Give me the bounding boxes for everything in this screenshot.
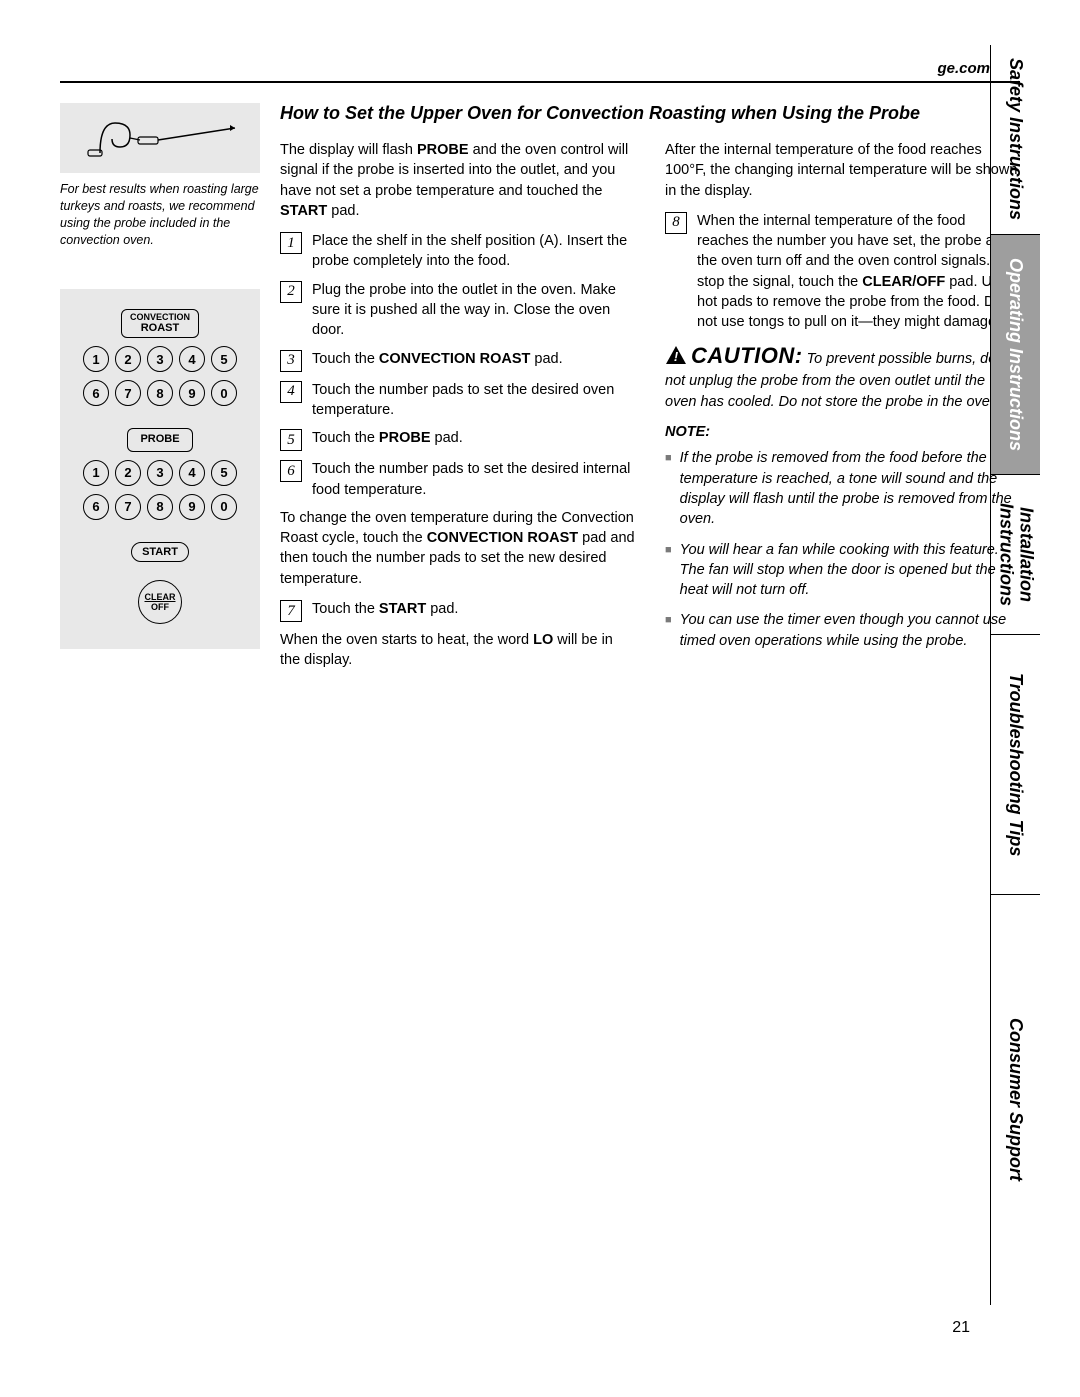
num-6: 6 xyxy=(83,380,109,406)
num-1: 1 xyxy=(83,346,109,372)
number-row: 6 7 8 9 0 xyxy=(83,380,237,406)
note-item: If the probe is removed from the food be… xyxy=(680,448,1020,529)
num-0: 0 xyxy=(211,380,237,406)
step-text: Touch the PROBE pad. xyxy=(312,428,635,448)
side-tabs: Safety Instructions Operating Instructio… xyxy=(990,45,1040,1305)
step-number: 1 xyxy=(280,232,302,254)
num-9: 9 xyxy=(179,380,205,406)
keypad-diagram: CONVECTION ROAST 1 2 3 4 5 6 7 8 9 0 xyxy=(60,289,260,650)
num-7: 7 xyxy=(115,380,141,406)
tab-safety[interactable]: Safety Instructions xyxy=(991,45,1040,235)
after-step7: When the oven starts to heat, the word L… xyxy=(280,630,635,671)
step-number: 6 xyxy=(280,460,302,482)
num-1: 1 xyxy=(83,460,109,486)
mid-paragraph: To change the oven temperature during th… xyxy=(280,508,635,589)
num-6: 6 xyxy=(83,494,109,520)
num-0: 0 xyxy=(211,494,237,520)
note-item: You will hear a fan while cooking with t… xyxy=(680,540,1020,601)
column-left: The display will flash PROBE and the ove… xyxy=(280,140,635,681)
tab-operating[interactable]: Operating Instructions xyxy=(991,235,1040,475)
step-text: When the internal temperature of the foo… xyxy=(697,211,1020,333)
num-5: 5 xyxy=(211,460,237,486)
svg-text:!: ! xyxy=(674,349,679,364)
section-title: How to Set the Upper Oven for Convection… xyxy=(280,103,1020,124)
step-number: 8 xyxy=(665,212,687,234)
step-number: 4 xyxy=(280,381,302,403)
step-text: Touch the number pads to set the desired… xyxy=(312,380,635,421)
num-4: 4 xyxy=(179,346,205,372)
note-heading: NOTE: xyxy=(665,422,1020,442)
step-text: Touch the START pad. xyxy=(312,599,635,619)
start-pad: START xyxy=(131,542,189,563)
tab-installation[interactable]: Installation Instructions xyxy=(991,475,1040,635)
step-number: 5 xyxy=(280,429,302,451)
num-2: 2 xyxy=(115,346,141,372)
step-number: 2 xyxy=(280,281,302,303)
probe-illustration xyxy=(60,103,260,173)
num-3: 3 xyxy=(147,460,173,486)
step-text: Plug the probe into the outlet in the ov… xyxy=(312,280,635,341)
note-list: If the probe is removed from the food be… xyxy=(665,448,1020,651)
num-8: 8 xyxy=(147,494,173,520)
step-number: 7 xyxy=(280,600,302,622)
number-row: 1 2 3 4 5 xyxy=(83,460,237,486)
caution-label: CAUTION: xyxy=(691,343,803,368)
warning-icon: ! xyxy=(665,345,687,365)
step-text: Touch the number pads to set the desired… xyxy=(312,459,635,500)
tab-consumer-support[interactable]: Consumer Support xyxy=(991,895,1040,1305)
note-item: You can use the timer even though you ca… xyxy=(680,610,1020,651)
step-text: Place the shelf in the shelf position (A… xyxy=(312,231,635,272)
num-3: 3 xyxy=(147,346,173,372)
illustration-caption: For best results when roasting large tur… xyxy=(60,181,260,249)
num-4: 4 xyxy=(179,460,205,486)
column-right: After the internal temperature of the fo… xyxy=(665,140,1020,681)
page-number: 21 xyxy=(952,1319,970,1337)
probe-pad: PROBE xyxy=(127,428,192,451)
number-row: 1 2 3 4 5 xyxy=(83,346,237,372)
num-7: 7 xyxy=(115,494,141,520)
number-row: 6 7 8 9 0 xyxy=(83,494,237,520)
tab-troubleshooting[interactable]: Troubleshooting Tips xyxy=(991,635,1040,895)
num-5: 5 xyxy=(211,346,237,372)
step-number: 3 xyxy=(280,350,302,372)
convection-roast-pad: CONVECTION ROAST xyxy=(121,309,199,339)
intro-paragraph: The display will flash PROBE and the ove… xyxy=(280,140,635,221)
num-9: 9 xyxy=(179,494,205,520)
step-text: Touch the CONVECTION ROAST pad. xyxy=(312,349,635,369)
col2-intro: After the internal temperature of the fo… xyxy=(665,140,1020,201)
probe-icon xyxy=(80,113,240,163)
header-site: ge.com xyxy=(60,60,1020,83)
num-8: 8 xyxy=(147,380,173,406)
clear-off-pad: CLEAR OFF xyxy=(138,580,182,624)
num-2: 2 xyxy=(115,460,141,486)
